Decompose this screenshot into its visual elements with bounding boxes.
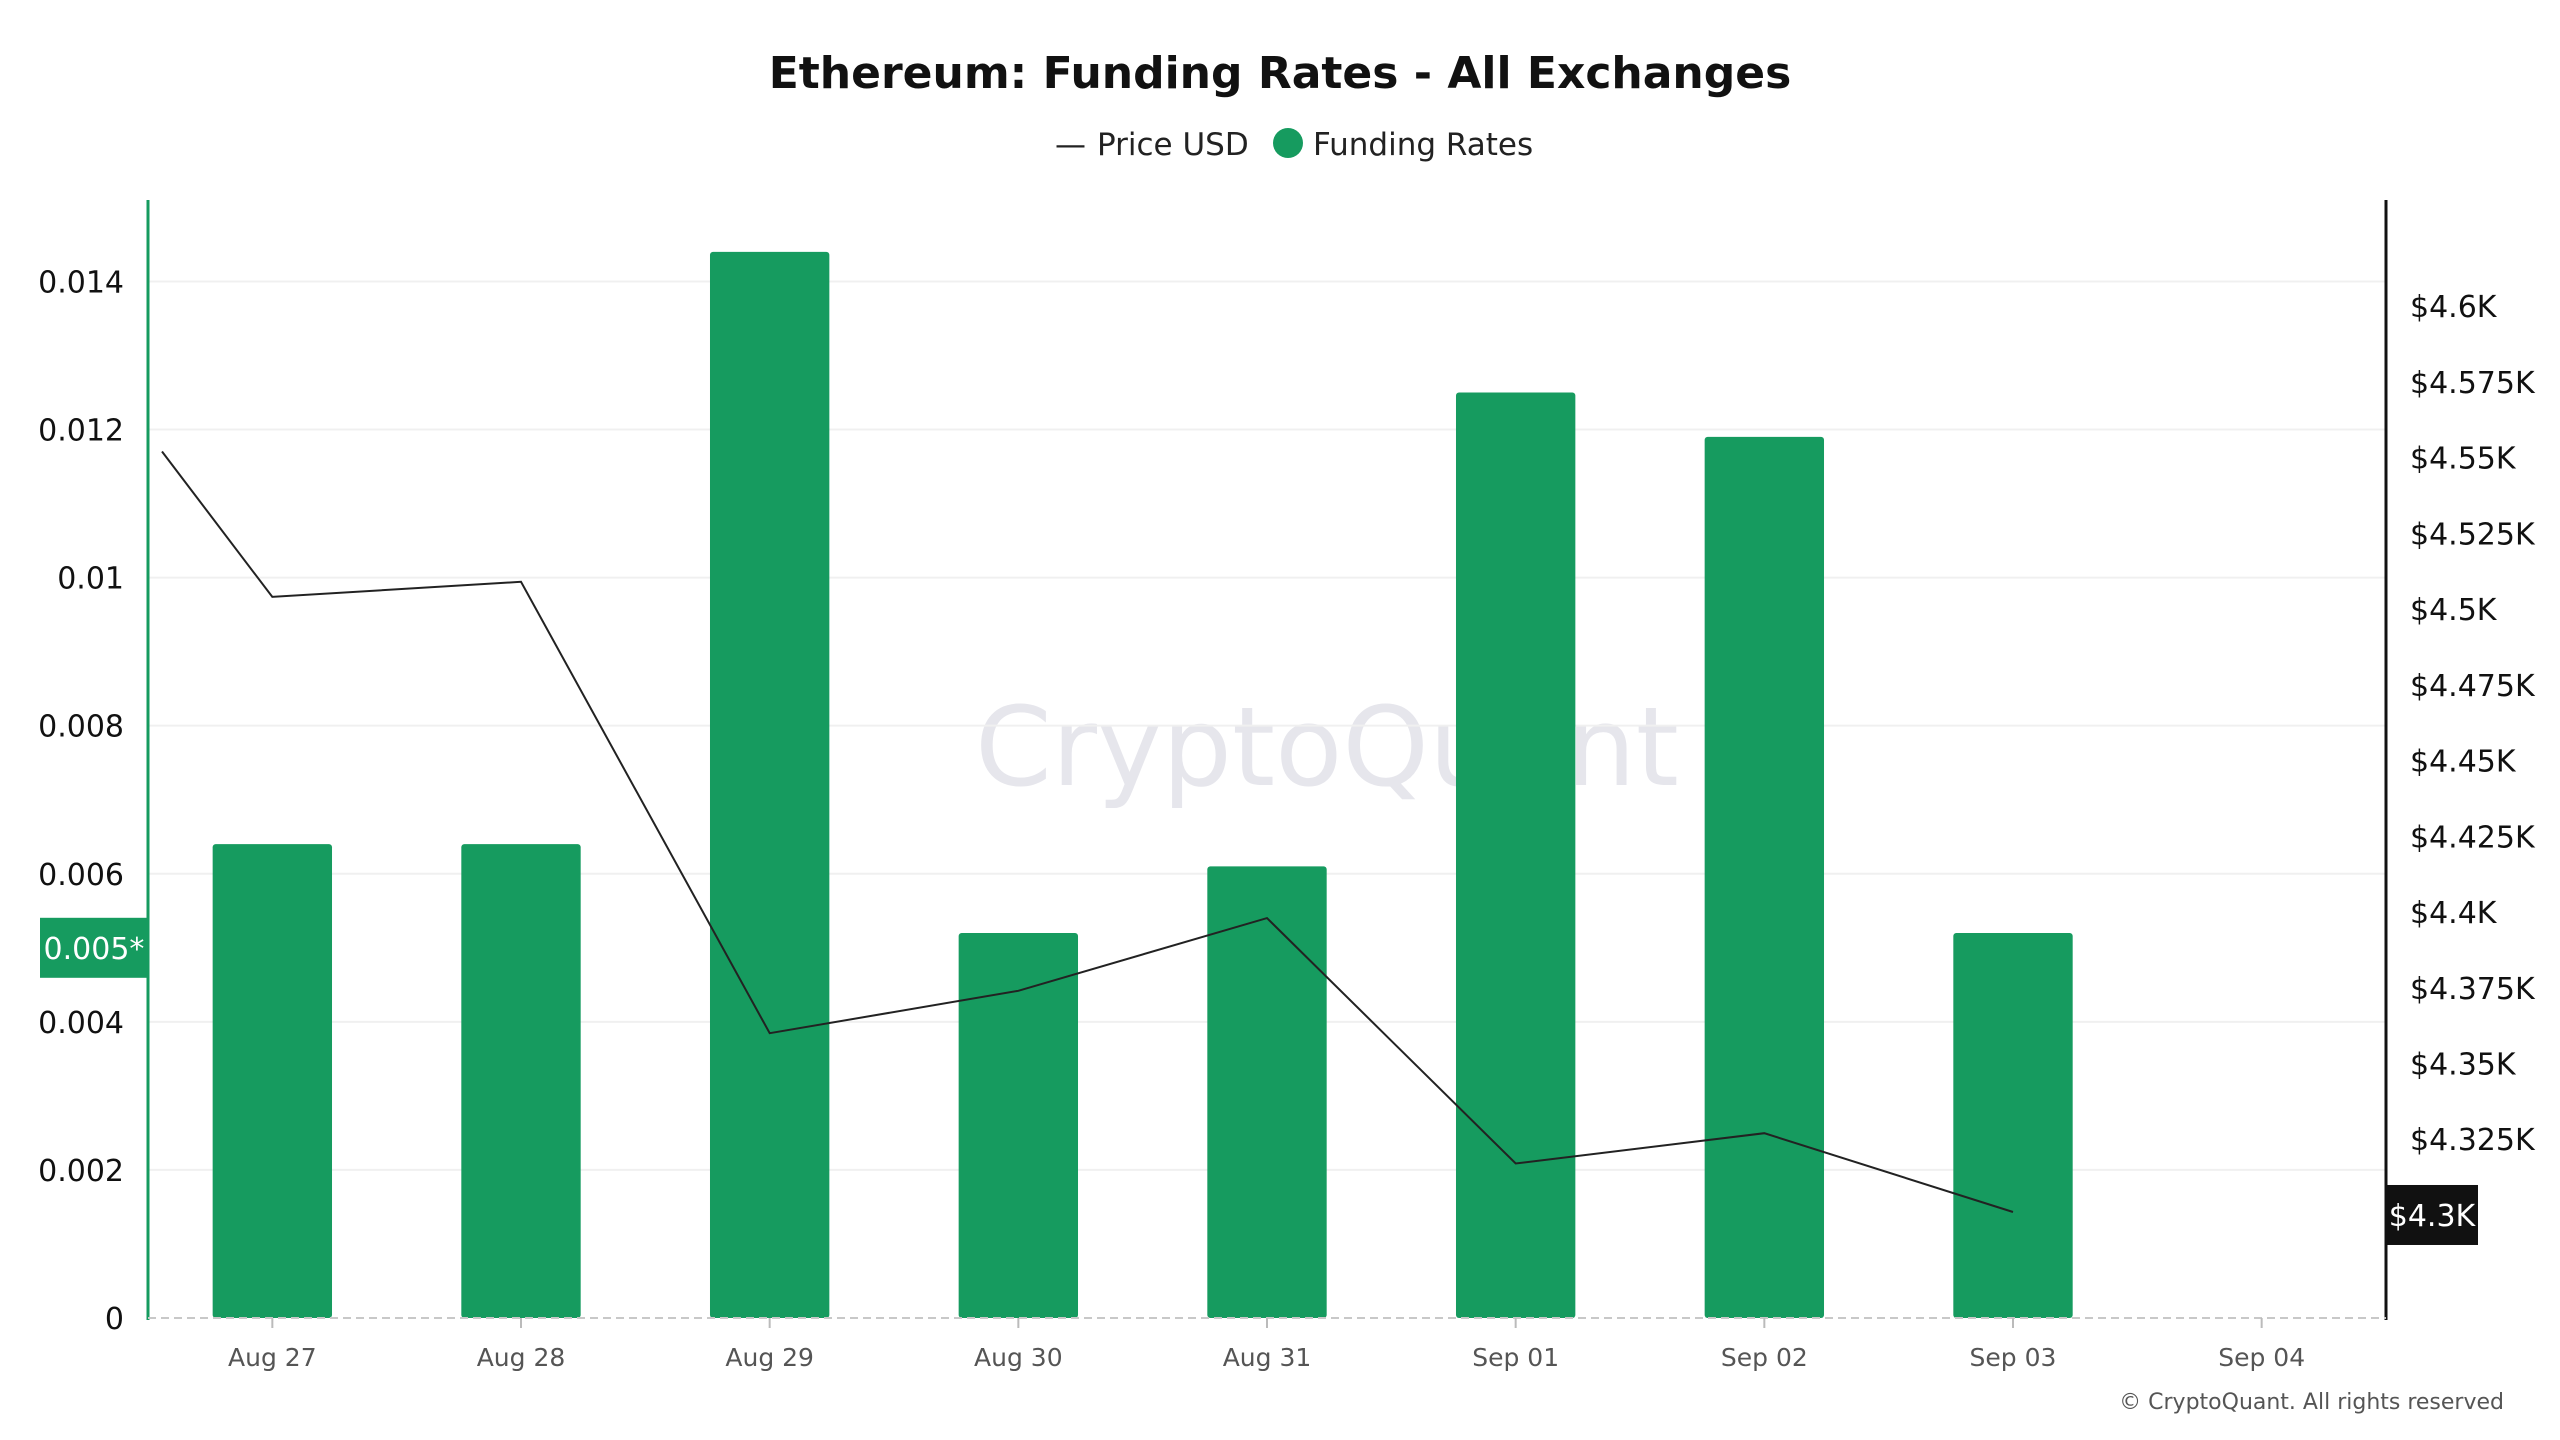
right-value-badge: $4.3K [2386, 1184, 2478, 1245]
right-tick-label: $4.6K [2410, 290, 2498, 325]
right-tick-label: $4.45K [2410, 745, 2517, 780]
copyright: © CryptoQuant. All rights reserved [2119, 1390, 2504, 1415]
right-axis-ticks: $4.325K $4.35K $4.375K $4.4K $4.425K $4.45K $4… [2410, 290, 2536, 1158]
left-tick-label: 0.014 [38, 265, 124, 300]
right-tick-label: $4.35K [2410, 1047, 2517, 1082]
chart-title: Ethereum: Funding Rates - All Exchanges [769, 48, 1792, 99]
x-tick-label: Sep 03 [1970, 1343, 2057, 1372]
left-axis-ticks: 0 0.002 0.004 0.006 0.008 0.01 0.012 0.014 [38, 265, 124, 1337]
funding-bar [709, 251, 830, 1318]
x-tick-label: Aug 29 [725, 1343, 814, 1372]
funding-bar [212, 844, 333, 1318]
x-tick-label: Aug 27 [228, 1343, 317, 1372]
right-tick-label: $4.575K [2410, 366, 2536, 401]
x-tick-label: Sep 01 [1472, 1343, 1559, 1372]
funding-bar [1953, 932, 2073, 1318]
left-tick-label: 0.008 [38, 710, 124, 745]
left-tick-label: 0.006 [38, 858, 124, 893]
x-tick-label: Aug 30 [974, 1343, 1063, 1372]
right-badge-background [2386, 1184, 2478, 1245]
left-tick-label: 0.01 [57, 562, 124, 597]
legend[interactable]: — Price USD Funding Rates [1055, 127, 1533, 163]
funding-bars [212, 251, 2073, 1319]
right-tick-label: $4.55K [2410, 442, 2517, 477]
right-tick-label: $4.525K [2410, 517, 2536, 552]
left-tick-label: 0.004 [38, 1006, 124, 1041]
left-tick-label: 0.012 [38, 414, 124, 449]
left-value-badge: 0.005* [40, 917, 148, 978]
funding-bar [461, 844, 581, 1318]
left-badge-label: 0.005* [44, 932, 145, 967]
funding-bar [1207, 866, 1327, 1318]
legend-price-label[interactable]: Price USD [1097, 127, 1249, 163]
left-tick-label: 0 [105, 1302, 124, 1337]
legend-funding-dot-icon [1273, 128, 1303, 158]
funding-bar [958, 932, 1079, 1318]
left-tick-label: 0.002 [38, 1154, 124, 1189]
right-badge-label: $4.3K [2389, 1199, 2477, 1234]
x-tick-label: Aug 28 [477, 1343, 566, 1372]
x-tick-label: Sep 04 [2218, 1343, 2305, 1372]
price-line [161, 450, 2014, 1213]
right-tick-label: $4.325K [2410, 1123, 2536, 1158]
right-tick-label: $4.4K [2410, 896, 2498, 931]
x-tick-label: Sep 02 [1721, 1343, 1808, 1372]
x-axis-ticks: Aug 27 Aug 28 Aug 29 Aug 30 Aug 31 Sep 01 Sep … [228, 1318, 2305, 1372]
right-tick-label: $4.475K [2410, 669, 2536, 704]
right-tick-label: $4.375K [2410, 972, 2536, 1007]
funding-bar [1704, 436, 1825, 1319]
left-badge-background [40, 917, 148, 978]
right-tick-label: $4.5K [2410, 593, 2498, 628]
legend-price-symbol: — [1055, 127, 1086, 163]
right-tick-label: $4.425K [2410, 820, 2536, 855]
legend-funding-label[interactable]: Funding Rates [1313, 127, 1533, 163]
funding-bar [1455, 392, 1576, 1319]
x-tick-label: Aug 31 [1223, 1343, 1312, 1372]
